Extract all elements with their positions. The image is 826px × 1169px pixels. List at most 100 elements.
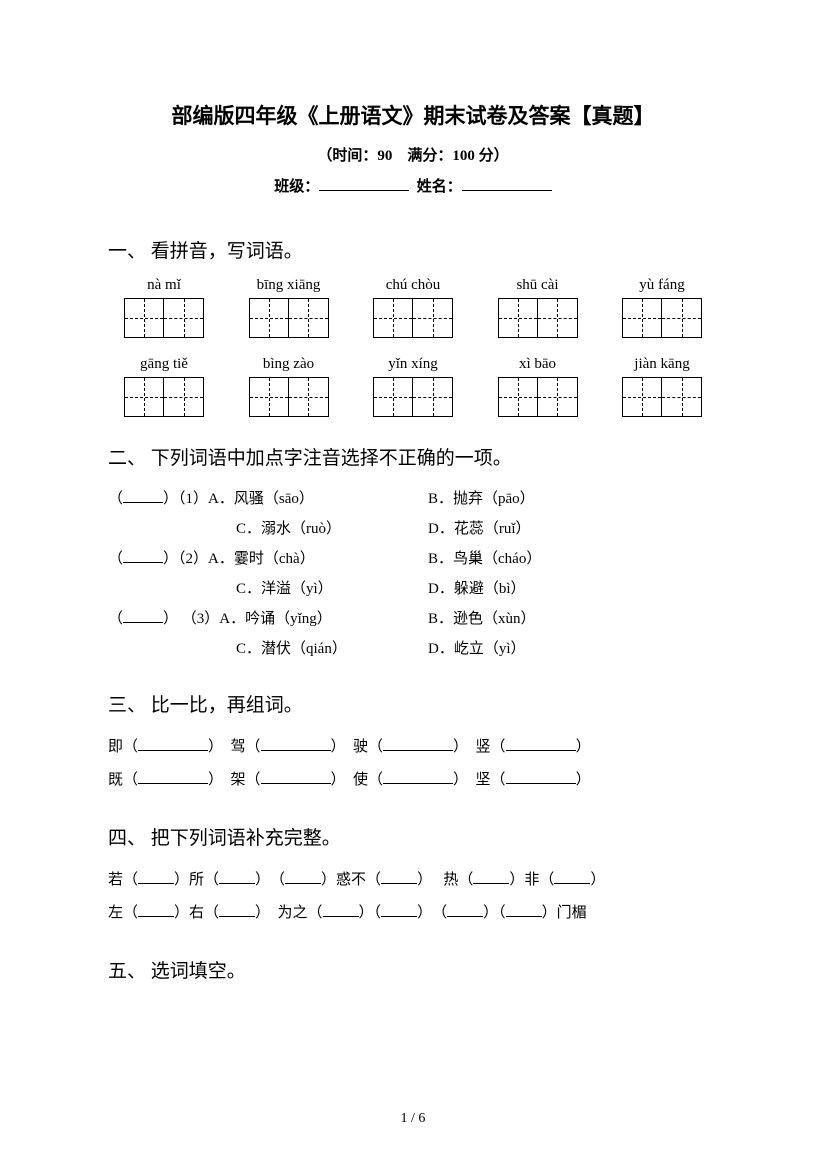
q2-num: （2） <box>178 551 208 567</box>
q4-text: ） （ <box>255 872 285 888</box>
question-3-body: 即（） 驾（） 驶（） 竖（） 既（） 架（） 使（） 坚（） <box>108 731 718 797</box>
char-box-pair[interactable] <box>363 377 463 417</box>
q4-text: ）非（ <box>509 872 554 888</box>
q3-text: ） 坚（ <box>453 772 506 788</box>
pinyin-label: yǐn xíng <box>363 356 463 373</box>
q3-text: ） 驾（ <box>208 739 261 755</box>
answer-blank[interactable] <box>138 903 174 917</box>
answer-blank[interactable] <box>219 870 255 884</box>
q2-opt: A．风骚（sāo） <box>208 491 314 507</box>
q4-text: 左（ <box>108 905 138 921</box>
q3-text: ） <box>576 772 591 788</box>
q2-opt: D．躲避（bì） <box>428 581 526 597</box>
answer-blank[interactable] <box>138 737 208 751</box>
q2-opt: B．抛弃（pāo） <box>428 491 535 507</box>
q4-text: ）所（ <box>174 872 219 888</box>
q2-num: （3） <box>182 611 220 627</box>
answer-blank[interactable] <box>123 489 163 503</box>
q4-text: ）右（ <box>174 905 219 921</box>
answer-blank[interactable] <box>506 903 542 917</box>
answer-blank[interactable] <box>381 870 417 884</box>
q3-text: ） 架（ <box>208 772 261 788</box>
question-4-body: 若（）所（） （）惑不（） 热（）非（） 左（）右（） 为之（）（） （）（）门… <box>108 864 718 930</box>
pinyin-label: shū cài <box>488 277 588 294</box>
q2-opt: B．鸟巢（cháo） <box>428 551 541 567</box>
pinyin-label: bìng zào <box>239 356 339 373</box>
answer-blank[interactable] <box>261 737 331 751</box>
section-2-heading: 二、 下列词语中加点字注音选择不正确的一项。 <box>108 443 718 470</box>
boxes-row-2 <box>108 377 718 417</box>
answer-blank[interactable] <box>473 870 509 884</box>
pinyin-label: yù fáng <box>612 277 712 294</box>
answer-blank[interactable] <box>554 870 590 884</box>
pinyin-label: bīng xiāng <box>239 277 339 294</box>
pinyin-row-1: nà mǐ bīng xiāng chú chòu shū cài yù fán… <box>108 277 718 294</box>
section-1-heading: 一、 看拼音，写词语。 <box>108 236 718 263</box>
section-4-heading: 四、 把下列词语补充完整。 <box>108 823 718 850</box>
char-box-pair[interactable] <box>363 298 463 338</box>
q4-text: ）惑不（ <box>321 872 381 888</box>
char-box-pair[interactable] <box>612 377 712 417</box>
char-box-pair[interactable] <box>612 298 712 338</box>
char-box-pair[interactable] <box>239 377 339 417</box>
char-box-pair[interactable] <box>114 377 214 417</box>
pinyin-label: jiàn kāng <box>612 356 712 373</box>
page-footer: 1 / 6 <box>0 1111 826 1127</box>
class-label: 班级： <box>274 179 319 195</box>
q2-num: （1） <box>178 491 208 507</box>
section-5-heading: 五、 选词填空。 <box>108 956 718 983</box>
answer-blank[interactable] <box>123 609 163 623</box>
answer-blank[interactable] <box>285 870 321 884</box>
name-blank[interactable] <box>462 176 552 191</box>
question-2-body: （）（1）A．风骚（sāo） B．抛弃（pāo） C．溺水（ruò） D．花蕊（… <box>108 484 718 664</box>
name-line: 班级： 姓名： <box>108 175 718 196</box>
q2-opt: B．逊色（xùn） <box>428 611 536 627</box>
q3-text: ） 驶（ <box>331 739 384 755</box>
q3-text: ） 竖（ <box>453 739 506 755</box>
pinyin-label: gāng tiě <box>114 356 214 373</box>
answer-blank[interactable] <box>261 770 331 784</box>
answer-blank[interactable] <box>383 770 453 784</box>
q4-text: ）（ <box>359 905 382 921</box>
answer-blank[interactable] <box>383 737 453 751</box>
answer-blank[interactable] <box>123 549 163 563</box>
answer-blank[interactable] <box>323 903 359 917</box>
char-box-pair[interactable] <box>114 298 214 338</box>
doc-title: 部编版四年级《上册语文》期末试卷及答案【真题】 <box>108 100 718 130</box>
answer-blank[interactable] <box>447 903 483 917</box>
q3-text: ） <box>576 739 591 755</box>
q4-line: 左（）右（） 为之（）（） （）（）门楣 <box>108 897 718 930</box>
q4-line: 若（ ）所（ ） （ ）惑不（ ） 热（ ）非（ ） <box>108 864 718 897</box>
class-blank[interactable] <box>319 176 409 191</box>
q2-opt: A．霎时（chà） <box>208 551 315 567</box>
answer-blank[interactable] <box>506 770 576 784</box>
q3-text: ） 使（ <box>331 772 384 788</box>
answer-blank[interactable] <box>138 770 208 784</box>
boxes-row-1 <box>108 298 718 338</box>
q4-text: ） <box>590 872 605 888</box>
q3-text: 即（ <box>108 739 138 755</box>
pinyin-label: chú chòu <box>363 277 463 294</box>
q2-opt: A．吟诵（yǐng） <box>219 611 332 627</box>
answer-blank[interactable] <box>219 903 255 917</box>
char-box-pair[interactable] <box>239 298 339 338</box>
doc-meta: （时间：90 满分：100 分） <box>108 144 718 165</box>
q3-line: 即（ ） 驾（ ） 驶（ ） 竖（ ） <box>108 731 718 764</box>
q4-text: 若（ <box>108 872 138 888</box>
q4-text: ） 为之（ <box>255 905 323 921</box>
q4-text: ） （ <box>417 905 447 921</box>
section-3-heading: 三、 比一比，再组词。 <box>108 690 718 717</box>
q4-text: ）门楣 <box>542 905 587 921</box>
answer-blank[interactable] <box>138 870 174 884</box>
q2-opt: D．花蕊（ruǐ） <box>428 521 531 537</box>
name-label: 姓名： <box>417 179 462 195</box>
q2-opt: D．屹立（yì） <box>428 641 526 657</box>
answer-blank[interactable] <box>506 737 576 751</box>
q2-opt: C．洋溢（yì） <box>236 581 333 597</box>
answer-blank[interactable] <box>381 903 417 917</box>
q4-text: ） 热（ <box>417 872 473 888</box>
char-box-pair[interactable] <box>488 298 588 338</box>
pinyin-label: xì bāo <box>488 356 588 373</box>
q3-line: 既（） 架（） 使（） 坚（） <box>108 764 718 797</box>
char-box-pair[interactable] <box>488 377 588 417</box>
